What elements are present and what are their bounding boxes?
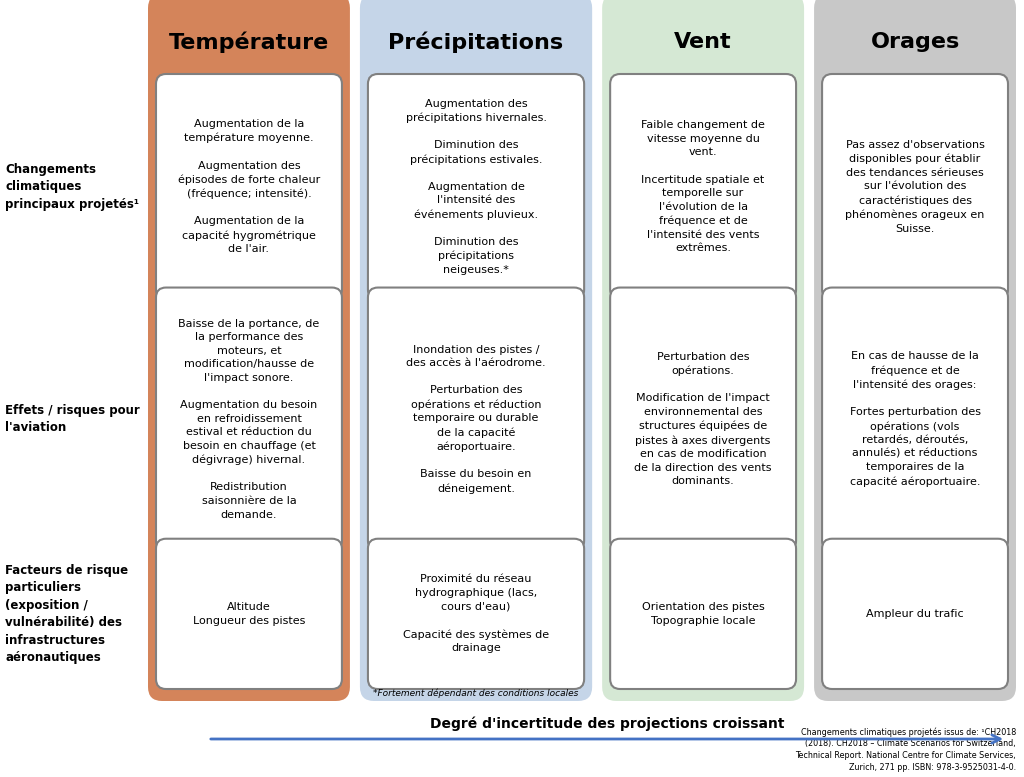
FancyBboxPatch shape bbox=[156, 538, 342, 689]
Text: En cas de hausse de la
fréquence et de
l'intensité des orages:

Fortes perturbat: En cas de hausse de la fréquence et de l… bbox=[850, 351, 981, 486]
FancyBboxPatch shape bbox=[368, 74, 584, 300]
Text: Température: Température bbox=[169, 31, 329, 53]
Text: Perturbation des
opérations.

Modification de l'impact
environnemental des
struc: Perturbation des opérations. Modificatio… bbox=[634, 352, 772, 486]
FancyBboxPatch shape bbox=[148, 0, 350, 701]
FancyBboxPatch shape bbox=[822, 287, 1008, 551]
Text: Augmentation de la
température moyenne.

Augmentation des
épisodes de forte chal: Augmentation de la température moyenne. … bbox=[178, 119, 321, 254]
Text: Augmentation des
précipitations hivernales.

Diminution des
précipitations estiv: Augmentation des précipitations hivernal… bbox=[406, 99, 547, 275]
Text: Orages: Orages bbox=[870, 32, 959, 52]
FancyBboxPatch shape bbox=[610, 74, 796, 300]
FancyBboxPatch shape bbox=[602, 0, 804, 701]
Text: Facteurs de risque
particuliers
(exposition /
vulnérabilité) des
infrastructures: Facteurs de risque particuliers (exposit… bbox=[5, 563, 128, 664]
FancyBboxPatch shape bbox=[822, 74, 1008, 300]
Text: Effets / risques pour
l'aviation: Effets / risques pour l'aviation bbox=[5, 404, 139, 434]
FancyBboxPatch shape bbox=[814, 0, 1016, 701]
FancyBboxPatch shape bbox=[610, 538, 796, 689]
Text: Baisse de la portance, de
la performance des
moteurs, et
modification/hausse de
: Baisse de la portance, de la performance… bbox=[178, 319, 319, 520]
Text: Inondation des pistes /
des accès à l'aérodrome.

Perturbation des
opérations et: Inondation des pistes / des accès à l'aé… bbox=[407, 345, 546, 493]
FancyBboxPatch shape bbox=[156, 287, 342, 551]
FancyBboxPatch shape bbox=[368, 287, 584, 551]
Text: *Fortement dépendant des conditions locales: *Fortement dépendant des conditions loca… bbox=[374, 689, 579, 699]
FancyBboxPatch shape bbox=[368, 538, 584, 689]
FancyBboxPatch shape bbox=[610, 287, 796, 551]
FancyBboxPatch shape bbox=[822, 538, 1008, 689]
Text: Orientation des pistes
Topographie locale: Orientation des pistes Topographie local… bbox=[642, 602, 765, 625]
Text: Précipitations: Précipitations bbox=[388, 31, 563, 53]
FancyBboxPatch shape bbox=[156, 74, 342, 300]
Text: Changements
climatiques
principaux projetés¹: Changements climatiques principaux proje… bbox=[5, 162, 139, 211]
Text: Degré d'incertitude des projections croissant: Degré d'incertitude des projections croi… bbox=[430, 716, 784, 731]
Text: Altitude
Longueur des pistes: Altitude Longueur des pistes bbox=[193, 602, 305, 625]
Text: Changements climatiques projetés issus de: ¹CH2018
(2018). CH2018 – Climate Scen: Changements climatiques projetés issus d… bbox=[796, 727, 1016, 772]
Text: Proximité du réseau
hydrographique (lacs,
cours d'eau)

Capacité des systèmes de: Proximité du réseau hydrographique (lacs… bbox=[403, 574, 549, 653]
Text: Ampleur du trafic: Ampleur du trafic bbox=[866, 609, 964, 618]
Text: Faible changement de
vitesse moyenne du
vent.

Incertitude spatiale et
temporell: Faible changement de vitesse moyenne du … bbox=[641, 120, 765, 253]
FancyBboxPatch shape bbox=[359, 0, 592, 701]
Text: Pas assez d'observations
disponibles pour établir
des tendances sérieuses
sur l': Pas assez d'observations disponibles pou… bbox=[846, 140, 985, 234]
Text: Vent: Vent bbox=[674, 32, 732, 52]
